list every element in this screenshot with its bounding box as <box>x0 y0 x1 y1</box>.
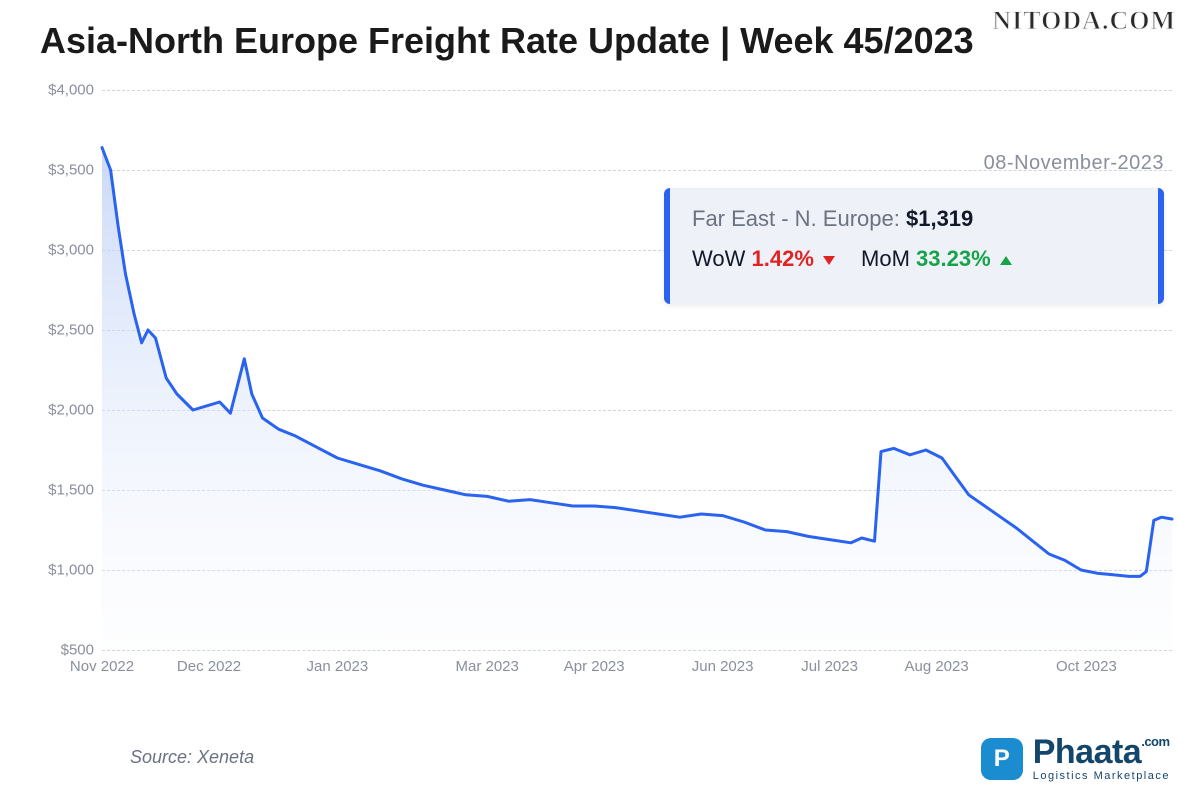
info-route-label: Far East - N. Europe: <box>692 206 900 231</box>
plot-area: 08-November-2023 Far East - N. Europe: $… <box>102 90 1172 650</box>
info-box: Far East - N. Europe: $1,319 WoW 1.42% M… <box>664 188 1164 304</box>
y-tick-label: $3,000 <box>48 242 94 259</box>
brand-tagline: Logistics Marketplace <box>1033 771 1170 782</box>
y-axis: $500$1,000$1,500$2,000$2,500$3,000$3,500… <box>40 90 100 650</box>
x-tick-label: Dec 2022 <box>177 658 241 675</box>
grid-line <box>102 650 1172 651</box>
brand-block: P Phaata.com Logistics Marketplace <box>981 735 1170 782</box>
y-tick-label: $4,000 <box>48 82 94 99</box>
x-tick-label: Nov 2022 <box>70 658 134 675</box>
y-tick-label: $2,000 <box>48 402 94 419</box>
x-tick-label: Jan 2023 <box>307 658 369 675</box>
watermark: NITODA.COM <box>992 6 1176 36</box>
mom-group: MoM 33.23% <box>861 246 1012 272</box>
x-tick-label: Jun 2023 <box>692 658 754 675</box>
y-tick-label: $2,500 <box>48 322 94 339</box>
wow-percent: 1.42% <box>752 246 814 271</box>
x-tick-label: Mar 2023 <box>456 658 519 675</box>
brand-name: Phaata.com <box>1033 735 1170 769</box>
x-tick-label: Aug 2023 <box>904 658 968 675</box>
mom-label: MoM <box>861 246 910 271</box>
brand-logo-icon: P <box>981 738 1023 780</box>
x-tick-label: Jul 2023 <box>801 658 858 675</box>
y-tick-label: $3,500 <box>48 162 94 179</box>
x-tick-label: Oct 2023 <box>1056 658 1117 675</box>
y-tick-label: $500 <box>61 642 94 659</box>
info-current-value: $1,319 <box>906 206 973 231</box>
y-tick-label: $1,500 <box>48 482 94 499</box>
caret-up-icon <box>1000 256 1012 265</box>
caret-down-icon <box>823 256 835 265</box>
brand-dotcom: .com <box>1141 734 1169 749</box>
info-route: Far East - N. Europe: $1,319 <box>692 206 1136 232</box>
x-tick-label: Apr 2023 <box>564 658 625 675</box>
wow-group: WoW 1.42% <box>692 246 835 272</box>
chart-container: $500 $1,000 $1,500 $2,000 $2,500 $3,000 $3,500… <box>40 90 1175 690</box>
brand-name-main: Phaata <box>1033 733 1142 771</box>
mom-percent: 33.23% <box>916 246 991 271</box>
y-tick-label: $1,000 <box>48 562 94 579</box>
brand-text: Phaata.com Logistics Marketplace <box>1033 735 1170 782</box>
info-changes: WoW 1.42% MoM 33.23% <box>692 246 1136 272</box>
wow-label: WoW <box>692 246 745 271</box>
current-date-label: 08-November-2023 <box>984 152 1164 175</box>
x-axis: Nov 2022Dec 2022Jan 2023Mar 2023Apr 2023… <box>102 658 1172 688</box>
source-attribution: Source: Xeneta <box>130 747 254 768</box>
